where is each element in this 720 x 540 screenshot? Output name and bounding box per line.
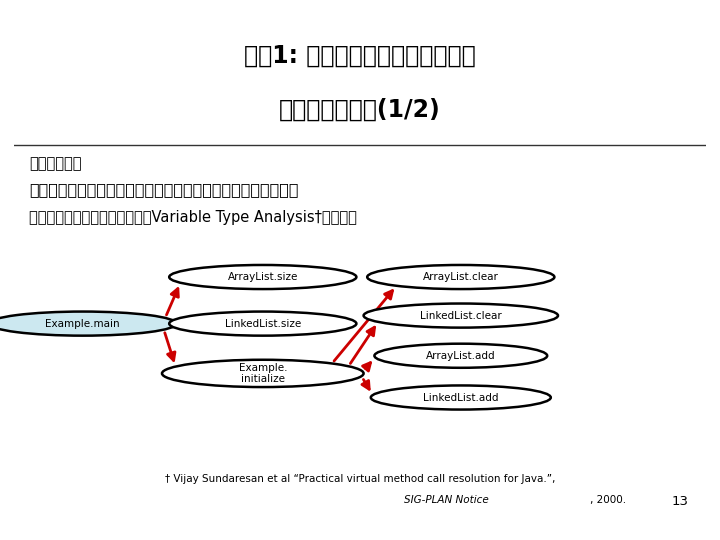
Text: 13: 13 — [672, 495, 689, 508]
Text: † Vijay Sundaresan et al “Practical virtual method call resolution for Java.”,: † Vijay Sundaresan et al “Practical virt… — [165, 474, 555, 484]
Ellipse shape — [162, 360, 364, 387]
Text: ステップ１：: ステップ１： — [29, 157, 81, 172]
Text: ArrayList.add: ArrayList.add — [426, 351, 495, 361]
Text: SIG-PLAN Notice: SIG-PLAN Notice — [404, 495, 489, 505]
Text: LinkedList.size: LinkedList.size — [225, 319, 301, 329]
Text: 個別にメソッド呼び出しを解決したときのコールグラフの構築: 個別にメソッド呼び出しを解決したときのコールグラフの構築 — [29, 182, 298, 197]
Ellipse shape — [0, 312, 176, 336]
Text: LinkedList.add: LinkedList.add — [423, 393, 498, 402]
Text: ArrayList.size: ArrayList.size — [228, 272, 298, 282]
Ellipse shape — [169, 265, 356, 289]
Text: Example.
initialize: Example. initialize — [238, 363, 287, 384]
Ellipse shape — [374, 343, 547, 368]
Text: Example.main: Example.main — [45, 319, 120, 329]
Ellipse shape — [367, 265, 554, 289]
Ellipse shape — [169, 312, 356, 336]
Text: , 2000.: , 2000. — [590, 495, 626, 505]
Text: 手順1: 実行経路の探索起点となる: 手順1: 実行経路の探索起点となる — [244, 43, 476, 68]
Text: Department of Computer Science, Graduate School of Information Science and Techn: Department of Computer Science, Graduate… — [169, 526, 551, 532]
Ellipse shape — [364, 303, 558, 328]
Ellipse shape — [371, 386, 551, 409]
Text: メソッドの特定(1/2): メソッドの特定(1/2) — [279, 98, 441, 122]
Text: （メソッド呼び出しの解決にはVariable Type Analysis†を使用）: （メソッド呼び出しの解決にはVariable Type Analysis†を使用… — [29, 210, 356, 225]
Text: ArrayList.clear: ArrayList.clear — [423, 272, 499, 282]
Text: LinkedList.clear: LinkedList.clear — [420, 310, 502, 321]
